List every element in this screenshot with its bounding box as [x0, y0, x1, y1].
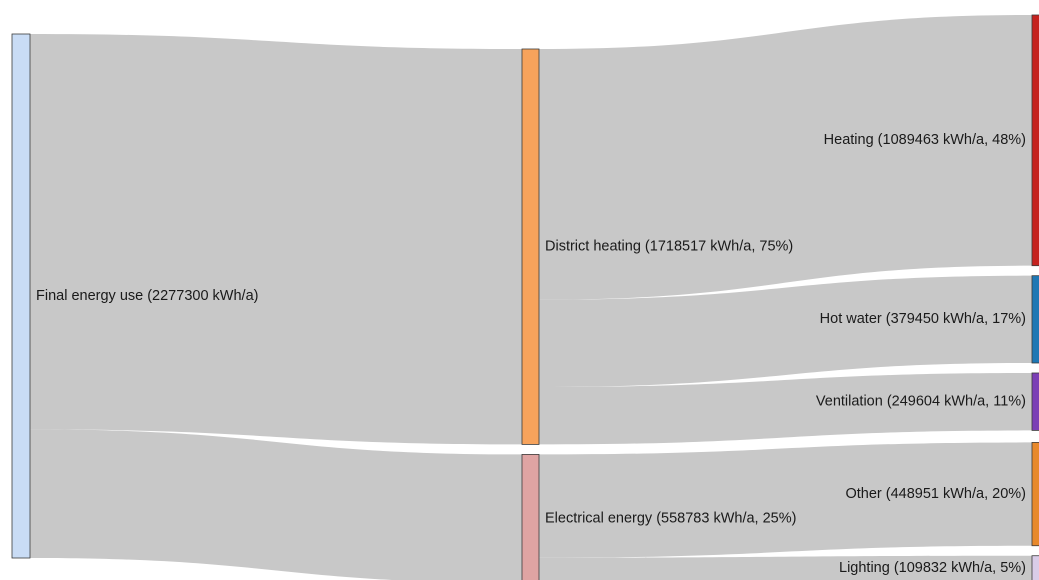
node-final: [11, 33, 31, 559]
node-label-heating: Heating (1089463 kWh/a, 48%): [824, 132, 1026, 148]
link-electrical-to-other: [539, 442, 1032, 558]
sankey-nodes: [11, 14, 1039, 580]
link-district-to-ventilation: [539, 372, 1032, 445]
node-ventilation: [1031, 372, 1039, 431]
node-heating: [1031, 14, 1039, 267]
node-district: [521, 48, 540, 445]
sankey-links: [30, 15, 1032, 580]
node-label-other: Other (448951 kWh/a, 20%): [845, 486, 1026, 502]
node-label-electrical: Electrical energy (558783 kWh/a, 25%): [545, 511, 796, 527]
node-label-final: Final energy use (2277300 kWh/a): [36, 288, 258, 304]
node-hotwater: [1031, 275, 1039, 364]
link-district-to-heating: [539, 15, 1032, 300]
node-label-lighting: Lighting (109832 kWh/a, 5%): [839, 560, 1026, 576]
link-final-to-electrical: [30, 429, 522, 580]
node-lighting: [1031, 555, 1039, 580]
link-electrical-to-lighting: [539, 555, 1032, 580]
node-label-district: District heating (1718517 kWh/a, 75%): [545, 239, 793, 255]
link-district-to-hotwater: [539, 275, 1032, 387]
node-label-hotwater: Hot water (379450 kWh/a, 17%): [820, 311, 1026, 327]
node-other: [1031, 442, 1039, 547]
node-label-ventilation: Ventilation (249604 kWh/a, 11%): [816, 394, 1026, 410]
sankey-labels: Final energy use (2277300 kWh/a) District…: [36, 132, 1026, 576]
link-final-to-district: [30, 34, 522, 445]
node-electrical: [521, 454, 540, 580]
